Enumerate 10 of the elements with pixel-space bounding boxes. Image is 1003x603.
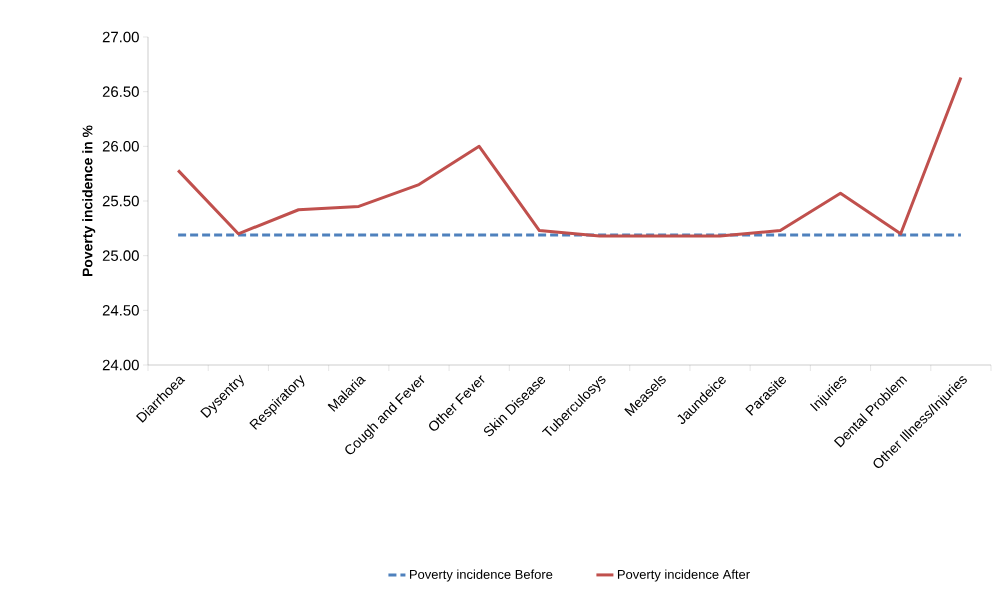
- y-tick-label: 25.50: [102, 195, 139, 207]
- y-tick-label: 26.00: [102, 141, 139, 152]
- legend-label: Poverty incidence After: [617, 569, 750, 582]
- y-tick-label: 27.00: [102, 31, 139, 43]
- y-tick-label: 26.50: [102, 86, 139, 97]
- y-tick-label: 25.00: [102, 250, 139, 261]
- legend-label: Poverty incidence Before: [409, 569, 553, 582]
- y-axis-title: Poverty incidence in %: [82, 125, 96, 277]
- y-tick-label: 24.50: [102, 305, 139, 316]
- y-tick-label: 24.00: [102, 359, 139, 371]
